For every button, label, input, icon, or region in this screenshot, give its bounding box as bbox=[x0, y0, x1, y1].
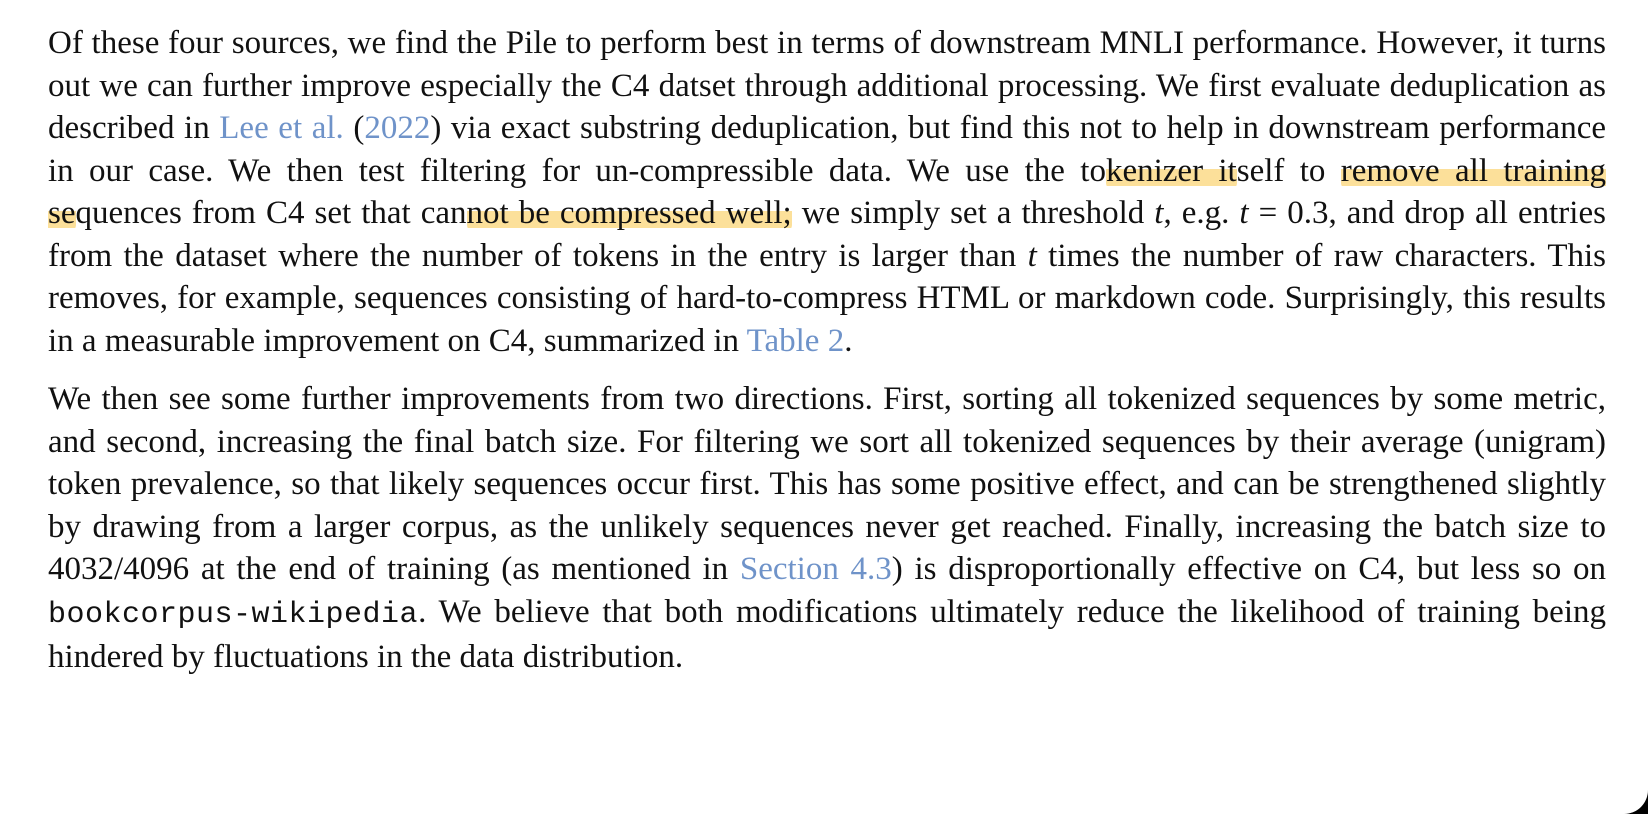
text-segment: quences from C4 set that can bbox=[75, 195, 467, 231]
text-segment: we simply set a threshold bbox=[791, 195, 1155, 231]
citation-link-lee[interactable]: Lee et al. bbox=[219, 110, 344, 146]
text-segment: , e.g. bbox=[1163, 195, 1240, 231]
dataset-name-code: bookcorpus-wikipedia bbox=[48, 597, 419, 632]
document-page: Of these four sources, we find the Pile … bbox=[48, 22, 1606, 679]
math-variable-t: t bbox=[1239, 195, 1249, 231]
text-segment: Of these four sources, we find the Pile … bbox=[48, 25, 1606, 146]
text-segment: times the number of raw characters. This… bbox=[48, 237, 1606, 359]
text-segment: , and drop all entries from the dataset … bbox=[48, 195, 1606, 274]
text-segment: ( bbox=[343, 110, 365, 146]
section-4-3-link[interactable]: Section 4.3 bbox=[739, 551, 892, 587]
text-segment: at the end of training (as mentioned in bbox=[189, 551, 740, 587]
highlight-compressed-well[interactable]: not be compressed well; bbox=[466, 195, 792, 231]
text-segment: . We believe that both modifications ult… bbox=[48, 593, 1606, 676]
text-segment: . bbox=[844, 322, 853, 359]
paragraph-1: Of these four sources, we find the Pile … bbox=[48, 22, 1606, 362]
math-equation: = 0.3 bbox=[1248, 195, 1329, 231]
text-segment: self to bbox=[1236, 152, 1341, 189]
batch-size-value: 4032/4096 bbox=[48, 551, 190, 587]
citation-year-link[interactable]: 2022 bbox=[364, 110, 431, 146]
text-segment: ) is disproportionally effective on C4, … bbox=[891, 551, 1607, 587]
text-segment: ) via exact substring deduplication, but… bbox=[48, 110, 1606, 189]
math-variable-t: t bbox=[1027, 237, 1037, 274]
text-segment: We then see some further improvements fr… bbox=[48, 381, 1606, 545]
table-2-link[interactable]: Table 2 bbox=[746, 322, 845, 359]
paragraph-2: We then see some further improvements fr… bbox=[48, 378, 1606, 679]
math-variable-t: t bbox=[1154, 195, 1164, 231]
highlight-tokenizer[interactable]: kenizer it bbox=[1105, 152, 1237, 189]
